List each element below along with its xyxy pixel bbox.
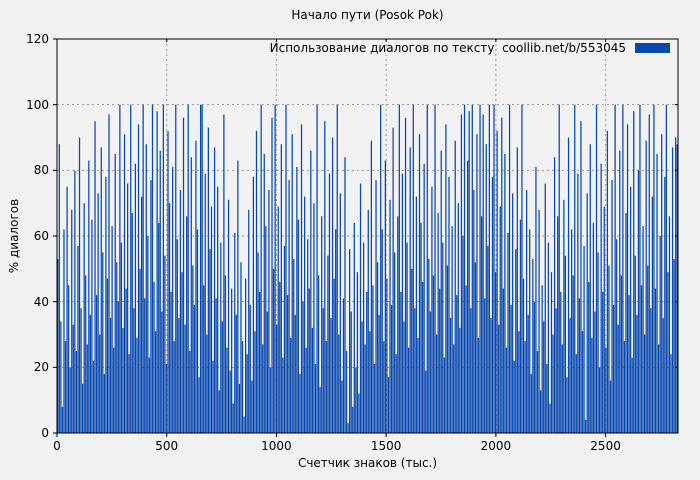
y-tick-label: 0 (41, 426, 49, 440)
x-tick-label: 2500 (590, 439, 621, 453)
x-tick-label: 500 (155, 439, 179, 453)
y-tick-label: 20 (33, 360, 49, 375)
x-tick-label: 0 (53, 439, 61, 453)
y-tick-label: 40 (33, 294, 49, 309)
x-axis-label: Счетчик знаков (тыс.) (297, 456, 438, 470)
x-tick-label: 2000 (480, 439, 512, 453)
legend-label: Использование диалогов по тексту coollib… (269, 41, 626, 55)
y-tick-label: 60 (33, 229, 49, 243)
chart-title: Начало пути (Posok Pok) (291, 8, 444, 22)
legend: Использование диалогов по тексту coollib… (269, 41, 670, 55)
y-tick-label: 100 (26, 97, 49, 112)
x-tick-label: 1000 (261, 439, 292, 453)
y-tick-label: 80 (33, 163, 49, 178)
x-tick-label: 1500 (370, 439, 402, 453)
legend-swatch (635, 43, 670, 53)
y-axis-label: % диалогов (7, 198, 21, 274)
y-tick-label: 120 (26, 32, 49, 46)
